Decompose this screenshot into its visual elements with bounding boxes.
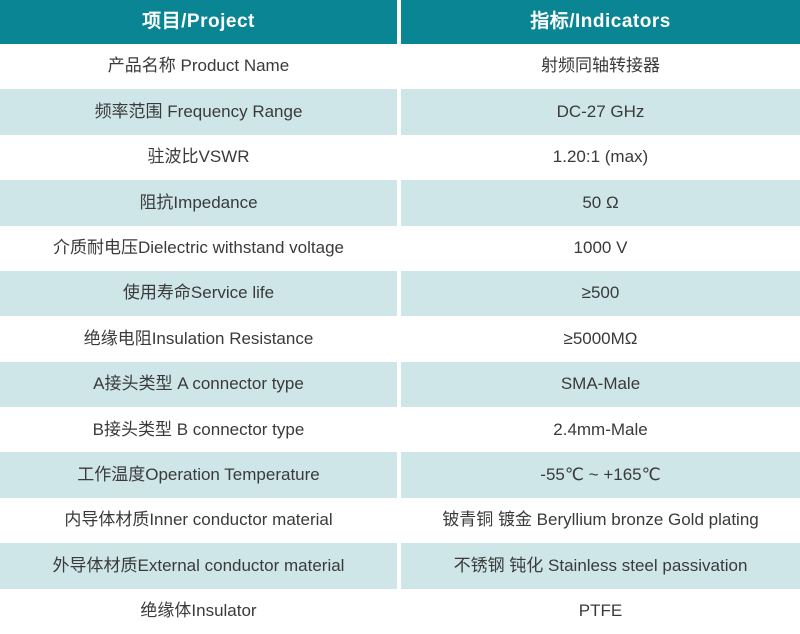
indicator-cell: ≥500 (401, 270, 800, 317)
project-cell: 介质耐电压Dielectric withstand voltage (0, 225, 397, 271)
project-cell: 产品名称 Product Name (0, 44, 397, 90)
project-cell: 绝缘体Insulator (0, 588, 397, 634)
project-cell: 驻波比VSWR (0, 134, 397, 181)
header-project: 项目/Project (0, 0, 397, 44)
indicator-cell: 2.4mm-Male (401, 407, 800, 453)
project-cell: 频率范围 Frequency Range (0, 89, 397, 135)
indicator-cell: ≥5000MΩ (401, 316, 800, 362)
indicator-cell: SMA-Male (401, 361, 800, 408)
indicator-cell: PTFE (401, 588, 800, 634)
indicator-cell: 射频同轴转接器 (401, 44, 800, 90)
indicator-cell: -55℃ ~ +165℃ (401, 452, 800, 498)
project-cell: 使用寿命Service life (0, 270, 397, 317)
project-cell: 阻抗Impedance (0, 180, 397, 226)
indicator-cell: 1.20:1 (max) (401, 134, 800, 181)
indicator-cell: 50 Ω (401, 180, 800, 226)
project-cell: 绝缘电阻Insulation Resistance (0, 316, 397, 362)
header-indicators: 指标/Indicators (401, 0, 800, 44)
indicator-cell: 铍青铜 镀金 Beryllium bronze Gold plating (401, 497, 800, 544)
indicator-cell: 1000 V (401, 225, 800, 271)
indicator-cell: DC-27 GHz (401, 89, 800, 135)
project-cell: B接头类型 B connector type (0, 407, 397, 453)
indicator-cell: 不锈钢 钝化 Stainless steel passivation (401, 543, 800, 589)
project-cell: 工作温度Operation Temperature (0, 452, 397, 498)
project-cell: 外导体材质External conductor material (0, 543, 397, 589)
project-cell: 内导体材质Inner conductor material (0, 497, 397, 544)
project-cell: A接头类型 A connector type (0, 361, 397, 408)
